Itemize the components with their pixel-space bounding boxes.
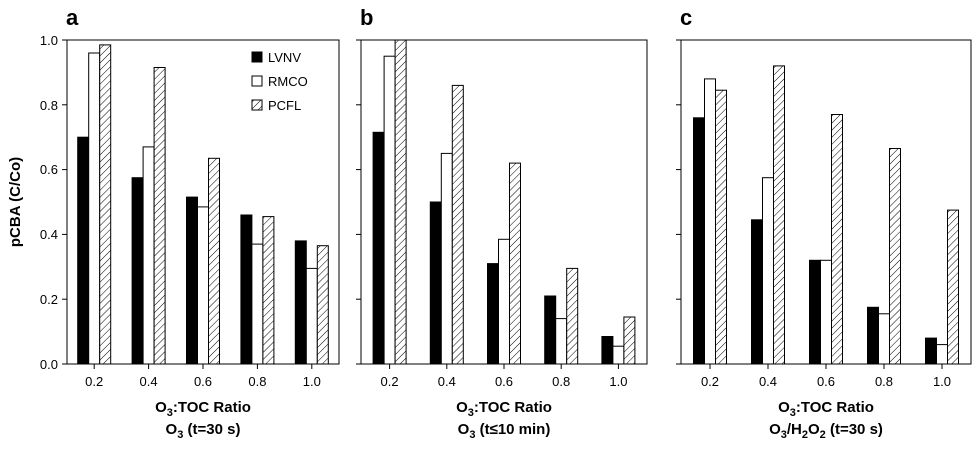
bar-rmco-1.0 bbox=[305, 267, 318, 365]
bar-lvnv-0.2 bbox=[77, 136, 90, 365]
bar-pcfl-0.8 bbox=[889, 148, 901, 365]
bar-rmco-1.0 bbox=[612, 345, 625, 365]
x-tick-label: 1.0 bbox=[933, 374, 951, 389]
bar-pcfl-0.6 bbox=[831, 114, 843, 365]
bar-rmco-0.8 bbox=[555, 318, 568, 365]
bar-pcfl-0.6 bbox=[208, 157, 220, 365]
x-tick-label: 0.6 bbox=[194, 374, 212, 389]
panel-letter: b bbox=[360, 5, 373, 30]
bar-pcfl-1.0 bbox=[947, 209, 959, 365]
y-tick-label: 0.6 bbox=[40, 162, 58, 177]
y-axis-label: pCBA (C/Co) bbox=[7, 157, 24, 247]
x-ticks: 0.2 0.4 0.6 0.8 1.0 bbox=[62, 39, 321, 389]
x-tick-label: 1.0 bbox=[303, 374, 321, 389]
bar-rmco-0.2 bbox=[704, 78, 716, 365]
x-tick-label: 0.8 bbox=[875, 374, 893, 389]
y-tick-label: 0.2 bbox=[40, 292, 58, 307]
bars bbox=[77, 44, 329, 365]
bar-lvnv-0.2 bbox=[372, 131, 385, 365]
bar-pcfl-1.0 bbox=[623, 316, 636, 365]
panel-letter: a bbox=[66, 5, 79, 30]
bar-lvnv-1.0 bbox=[925, 337, 937, 365]
panel-c: c 0.2 0.4 0.6 0.8 1.0 O3:TOC Ratio O3/H2O2 (… bbox=[676, 5, 972, 441]
bar-rmco-0.6 bbox=[820, 259, 832, 365]
bar-rmco-0.6 bbox=[498, 238, 510, 365]
bar-pcfl-0.4 bbox=[153, 67, 166, 365]
bar-rmco-0.4 bbox=[762, 177, 774, 365]
bar-pcfl-0.2 bbox=[394, 39, 407, 365]
bar-pcfl-0.8 bbox=[262, 216, 275, 365]
legend-swatch-rmco bbox=[251, 75, 263, 87]
bar-rmco-1.0 bbox=[936, 344, 948, 365]
x-axis-label-line1: O3:TOC Ratio bbox=[778, 399, 874, 419]
legend-label-rmco: RMCO bbox=[268, 74, 308, 89]
x-tick-label: 0.4 bbox=[438, 374, 456, 389]
y-tick-label: 1.0 bbox=[40, 33, 58, 48]
legend-swatch-pcfl bbox=[251, 99, 263, 111]
panel-b: b 0.2 0.4 0.6 0.8 1.0 O3:TOC Ratio O3 (t≤10 … bbox=[356, 5, 648, 441]
bar-lvnv-0.6 bbox=[809, 259, 821, 365]
bar-lvnv-0.8 bbox=[544, 295, 557, 365]
x-axis-label-line2: O3 (t=30 s) bbox=[166, 421, 241, 441]
bar-pcfl-0.2 bbox=[99, 44, 112, 365]
bar-lvnv-0.2 bbox=[693, 117, 705, 365]
x-tick-label: 1.0 bbox=[609, 374, 627, 389]
panel-letter: c bbox=[680, 5, 692, 30]
bar-lvnv-1.0 bbox=[294, 240, 307, 365]
bar-lvnv-0.8 bbox=[867, 306, 879, 365]
x-tick-label: 0.2 bbox=[701, 374, 719, 389]
legend-label-pcfl: PCFL bbox=[268, 98, 301, 113]
bars bbox=[693, 65, 959, 365]
bar-pcfl-0.2 bbox=[715, 89, 727, 365]
x-tick-label: 0.4 bbox=[140, 374, 158, 389]
x-axis-label-line2: O3/H2O2 (t=30 s) bbox=[769, 421, 883, 441]
x-tick-label: 0.2 bbox=[381, 374, 399, 389]
x-tick-label: 0.6 bbox=[817, 374, 835, 389]
x-axis-label-line1: O3:TOC Ratio bbox=[456, 399, 552, 419]
bar-pcfl-0.6 bbox=[509, 162, 521, 365]
y-tick-label: 0.8 bbox=[40, 98, 58, 113]
bar-rmco-0.4 bbox=[142, 146, 155, 365]
legend: LVNV RMCO PCFL bbox=[251, 50, 308, 113]
bar-pcfl-1.0 bbox=[316, 245, 329, 365]
bar-lvnv-0.8 bbox=[240, 214, 253, 365]
x-tick-label: 0.6 bbox=[495, 374, 513, 389]
y-tick-label: 0.4 bbox=[40, 227, 58, 242]
bar-lvnv-0.4 bbox=[751, 219, 763, 365]
bar-rmco-0.8 bbox=[251, 243, 264, 365]
legend-label-lvnv: LVNV bbox=[268, 50, 301, 65]
x-axis-label-line1: O3:TOC Ratio bbox=[155, 399, 251, 419]
bar-rmco-0.6 bbox=[197, 206, 209, 365]
legend-swatch-lvnv bbox=[251, 51, 263, 63]
bar-rmco-0.8 bbox=[878, 313, 890, 365]
bar-lvnv-0.4 bbox=[429, 201, 442, 365]
bar-pcfl-0.4 bbox=[451, 84, 464, 365]
x-ticks: 0.2 0.4 0.6 0.8 1.0 bbox=[676, 39, 951, 389]
bar-rmco-0.4 bbox=[440, 152, 453, 365]
bar-lvnv-0.4 bbox=[131, 177, 144, 365]
x-tick-label: 0.8 bbox=[248, 374, 266, 389]
bar-lvnv-0.6 bbox=[186, 196, 198, 365]
bar-pcfl-0.4 bbox=[773, 65, 785, 365]
x-tick-label: 0.2 bbox=[85, 374, 103, 389]
x-tick-label: 0.4 bbox=[759, 374, 777, 389]
bar-rmco-0.2 bbox=[383, 55, 396, 365]
y-tick-label: 0.0 bbox=[40, 357, 58, 372]
panel-a: a 0.2 0.4 0.6 0.8 1.0 O3:TOC Ratio O3 (t=30 … bbox=[62, 5, 340, 441]
x-axis-label-line2: O3 (t≤10 min) bbox=[458, 421, 551, 441]
x-tick-label: 0.8 bbox=[552, 374, 570, 389]
bar-rmco-0.2 bbox=[88, 52, 101, 365]
x-ticks: 0.2 0.4 0.6 0.8 1.0 bbox=[356, 39, 627, 389]
bar-lvnv-0.6 bbox=[487, 263, 499, 365]
bars bbox=[372, 39, 636, 365]
y-tick-labels: 0.0 0.2 0.4 0.6 0.8 1.0 bbox=[40, 33, 58, 372]
bar-pcfl-0.8 bbox=[566, 267, 579, 365]
bar-lvnv-1.0 bbox=[601, 336, 614, 365]
